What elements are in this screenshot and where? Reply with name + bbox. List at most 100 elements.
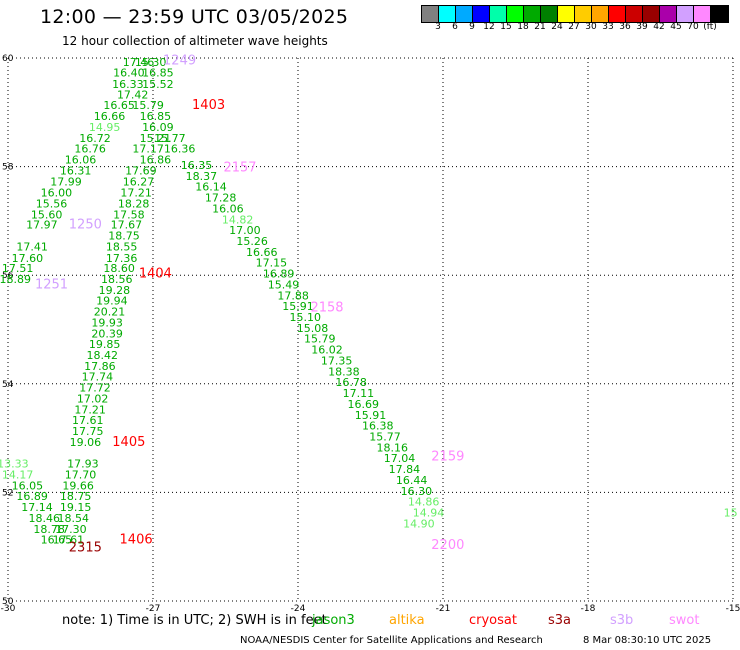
legend-swatch <box>694 6 711 22</box>
wave-height-label: 14.94 <box>413 506 445 519</box>
legend-swatch <box>592 6 609 22</box>
satellite-legend-jason3: jason3 <box>312 613 355 628</box>
wave-height-label: 19.93 <box>91 316 123 329</box>
wave-height-label: 18.89 <box>0 273 31 286</box>
chart-subtitle: 12 hour collection of altimeter wave hei… <box>62 34 328 48</box>
wave-height-label: 17.61 <box>72 414 104 427</box>
wave-height-label: 17.86 <box>84 360 116 373</box>
wave-height-label: 15.30 <box>135 56 167 69</box>
legend-swatch <box>609 6 626 22</box>
wave-height-label: 17.58 <box>113 208 145 221</box>
pass-time-label: 2200 <box>431 538 464 553</box>
wave-height-label: 16.30 <box>401 485 433 498</box>
legend-label: 9 <box>469 22 475 32</box>
legend-label: 21 <box>534 22 546 32</box>
wave-height-label: 14.95 <box>89 121 121 134</box>
pass-time-label: 2159 <box>431 449 464 464</box>
wave-height-label: 17.11 <box>343 387 375 400</box>
satellite-legend-s3a: s3a <box>548 613 572 628</box>
wave-height-label: 17.75 <box>72 425 104 438</box>
wave-height-label: 15.08 <box>297 322 329 335</box>
legend-swatch <box>422 6 439 22</box>
wave-height-label: 15.21 <box>140 132 172 145</box>
legend-swatch <box>643 6 660 22</box>
wave-height-label: 16.78 <box>335 376 367 389</box>
legend-swatch <box>507 6 524 22</box>
y-tick-label: 56 <box>2 271 14 281</box>
legend-label: 39 <box>636 22 648 32</box>
x-tick-label: -15 <box>726 604 740 614</box>
pass-time-label: 2315 <box>69 541 102 556</box>
wave-height-label: 15.79 <box>132 99 164 112</box>
wave-height-label: 16.44 <box>396 474 428 487</box>
wave-height-label: 17.41 <box>16 240 48 253</box>
legend-label: 27 <box>568 22 580 32</box>
wave-height-label: 19.66 <box>62 479 94 492</box>
wave-height-label: 17.21 <box>74 403 106 416</box>
legend-swatch <box>660 6 677 22</box>
x-tick-label: -18 <box>581 604 596 614</box>
legend-label: 33 <box>602 22 614 32</box>
footer-credit: NOAA/NESDIS Center for Satellite Applica… <box>240 635 543 646</box>
legend-label: (ft) <box>703 22 717 32</box>
wave-height-label: 17.46 <box>123 56 155 69</box>
wave-height-label: 16.89 <box>16 490 48 503</box>
wave-height-label: 16.09 <box>142 121 174 134</box>
wave-height-label: 16.06 <box>65 154 97 167</box>
wave-height-label: 17.36 <box>106 252 138 265</box>
wave-height-label: 15.56 <box>36 198 68 211</box>
legend-swatch <box>626 6 643 22</box>
wave-height-label: 16.31 <box>60 164 92 177</box>
pass-time-label: 1249 <box>163 54 196 69</box>
wave-height-label: 17.51 <box>2 262 34 275</box>
chart-title: 12:00 — 23:59 UTC 03/05/2025 <box>40 6 349 28</box>
y-tick-label: 60 <box>2 54 14 64</box>
wave-height-label: 18.56 <box>101 273 133 286</box>
pass-time-label: 2158 <box>310 301 343 316</box>
wave-height-label: 13.33 <box>0 458 29 471</box>
wave-height-label: 15.52 <box>142 78 174 91</box>
wave-height-label: 18.54 <box>58 512 90 525</box>
satellite-legend-cryosat: cryosat <box>469 613 517 628</box>
wave-height-label: 15.26 <box>236 235 268 248</box>
legend-label: 45 <box>670 22 682 32</box>
footer-timestamp: 8 Mar 08:30:10 UTC 2025 <box>583 635 712 646</box>
wave-height-label: 15.10 <box>290 311 322 324</box>
y-tick-label: 58 <box>2 163 14 173</box>
wave-height-label: 16.69 <box>348 398 380 411</box>
wave-height-label: 17.93 <box>67 458 99 471</box>
pass-time-label: 1406 <box>120 533 153 548</box>
wave-height-label: 17.00 <box>229 224 261 237</box>
wave-height-label: 19.15 <box>60 501 92 514</box>
wave-height-label: 16.02 <box>311 344 343 357</box>
wave-height-label: 15 <box>724 506 738 519</box>
wave-height-label: 18.38 <box>328 365 360 378</box>
wave-height-label: 18.78 <box>33 523 65 536</box>
wave-height-label: 17.28 <box>205 192 237 205</box>
wave-height-label: 17.74 <box>82 371 114 384</box>
wave-height-label: 16.66 <box>94 110 126 123</box>
satellite-legend-altika: altika <box>389 613 425 628</box>
wave-height-label: 19.94 <box>96 295 128 308</box>
wave-height-label: 17.15 <box>256 257 288 270</box>
wave-height-label: 15.91 <box>282 300 314 313</box>
wave-height-label: 16.85 <box>140 110 172 123</box>
satellite-legend-swot: swot <box>669 613 700 628</box>
wave-height-label: 17.02 <box>77 392 109 405</box>
wave-height-label: 16.00 <box>41 187 73 200</box>
wave-height-label: 16.86 <box>140 154 172 167</box>
x-tick-label: -21 <box>436 604 451 614</box>
legend-swatch <box>711 6 728 22</box>
wave-height-label: 17.70 <box>65 468 97 481</box>
wave-height-label: 20.21 <box>94 306 126 319</box>
wave-height-label: 16.36 <box>164 143 196 156</box>
wave-height-label: 16.27 <box>123 175 155 188</box>
wave-height-label: 16.35 <box>181 159 213 172</box>
legend-label: 24 <box>551 22 563 32</box>
color-legend-bar <box>421 5 729 23</box>
wave-height-label: 18.42 <box>87 349 119 362</box>
wave-height-label: 17.97 <box>26 219 58 232</box>
legend-swatch <box>490 6 507 22</box>
y-tick-label: 50 <box>2 597 14 607</box>
